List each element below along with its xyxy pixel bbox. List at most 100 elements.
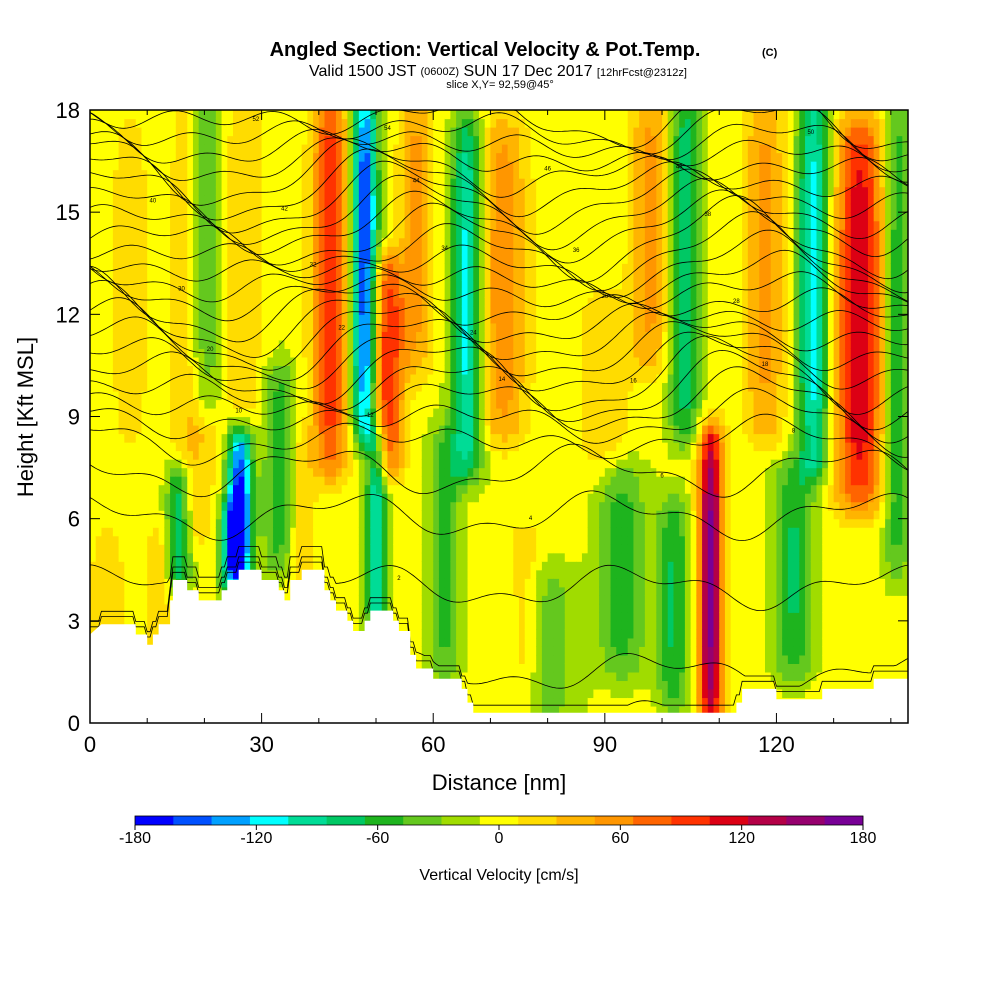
velocity-cell	[170, 229, 177, 239]
velocity-cell	[284, 127, 291, 137]
velocity-cell	[204, 110, 211, 120]
velocity-cell	[290, 220, 297, 230]
velocity-cell	[261, 467, 268, 477]
velocity-cell	[181, 118, 188, 128]
velocity-cell	[381, 373, 389, 384]
velocity-cell	[301, 178, 308, 188]
velocity-cell	[238, 407, 246, 418]
velocity-cell	[364, 203, 371, 213]
velocity-cell	[421, 110, 429, 120]
velocity-cell	[261, 561, 268, 571]
velocity-cell	[467, 663, 474, 673]
velocity-cell	[135, 535, 143, 545]
velocity-cell	[416, 144, 423, 154]
velocity-cell	[152, 629, 160, 639]
velocity-cell	[478, 671, 486, 682]
velocity-cell	[324, 110, 331, 120]
velocity-cell	[324, 459, 331, 469]
velocity-cell	[221, 484, 228, 494]
velocity-cell	[244, 297, 251, 307]
velocity-cell	[433, 331, 440, 341]
velocity-cell	[307, 331, 314, 341]
velocity-cell	[267, 407, 274, 418]
velocity-cell	[90, 399, 97, 409]
velocity-cell	[210, 476, 217, 486]
velocity-cell	[370, 578, 377, 588]
velocity-cell	[301, 399, 308, 409]
valid-time-line: Valid 1500 JST (0600Z) SUN 17 Dec 2017 […	[309, 62, 687, 80]
velocity-cell	[301, 297, 308, 307]
velocity-cell	[370, 195, 377, 205]
velocity-cell	[158, 135, 165, 145]
velocity-cell	[358, 416, 366, 426]
velocity-cell	[444, 518, 451, 528]
velocity-cell	[107, 399, 114, 409]
velocity-cell	[456, 552, 463, 562]
velocity-cell	[295, 169, 303, 179]
velocity-cell	[467, 544, 474, 554]
velocity-cell	[295, 416, 303, 426]
velocity-cell	[330, 118, 337, 128]
velocity-cell	[358, 450, 366, 460]
velocity-cell	[364, 186, 371, 196]
velocity-cell	[227, 254, 234, 264]
velocity-cell	[295, 467, 303, 477]
velocity-cell	[187, 552, 194, 562]
velocity-cell	[330, 331, 337, 341]
velocity-cell	[147, 569, 154, 579]
velocity-cell	[393, 416, 400, 426]
velocity-cell	[427, 578, 434, 588]
velocity-cell	[290, 169, 297, 179]
velocity-cell	[135, 425, 143, 435]
velocity-cell	[90, 322, 97, 332]
velocity-cell	[295, 459, 303, 469]
velocity-cell	[398, 510, 406, 520]
velocity-cell	[227, 271, 234, 281]
velocity-cell	[284, 220, 291, 230]
velocity-cell	[210, 561, 217, 571]
velocity-cell	[467, 535, 474, 545]
velocity-cell	[141, 620, 148, 630]
velocity-cell	[164, 246, 171, 256]
velocity-cell	[164, 552, 171, 562]
velocity-cell	[164, 586, 171, 596]
velocity-cell	[301, 390, 308, 401]
velocity-cell	[358, 322, 366, 332]
velocity-cell	[450, 603, 457, 613]
velocity-cell	[364, 476, 371, 486]
velocity-cell	[433, 561, 440, 571]
velocity-cell	[141, 527, 148, 537]
velocity-cell	[233, 467, 240, 477]
velocity-cell	[290, 365, 297, 375]
velocity-cell	[347, 212, 354, 222]
velocity-cell	[130, 220, 137, 230]
velocity-cell	[158, 510, 165, 520]
velocity-cell	[273, 407, 280, 418]
velocity-cell	[353, 331, 360, 341]
velocity-cell	[204, 127, 211, 137]
velocity-cell	[318, 314, 326, 324]
velocity-cell	[141, 459, 148, 469]
velocity-cell	[135, 254, 143, 264]
velocity-cell	[250, 518, 257, 528]
velocity-cell	[181, 110, 188, 120]
velocity-cell	[393, 399, 400, 409]
velocity-cell	[130, 348, 137, 358]
velocity-cell	[347, 390, 354, 401]
velocity-cell	[358, 603, 366, 613]
velocity-cell	[433, 510, 440, 520]
velocity-cell	[227, 280, 234, 290]
velocity-cell	[198, 535, 206, 545]
velocity-cell	[158, 118, 165, 128]
velocity-cell	[461, 237, 469, 247]
velocity-cell	[313, 169, 320, 179]
velocity-cell	[427, 382, 434, 392]
velocity-cell	[398, 493, 406, 503]
velocity-cell	[376, 501, 383, 511]
velocity-cell	[147, 629, 154, 639]
velocity-cell	[370, 586, 377, 596]
velocity-cell	[427, 331, 434, 341]
velocity-cell	[398, 237, 406, 247]
velocity-cell	[444, 169, 451, 179]
velocity-cell	[381, 527, 389, 537]
